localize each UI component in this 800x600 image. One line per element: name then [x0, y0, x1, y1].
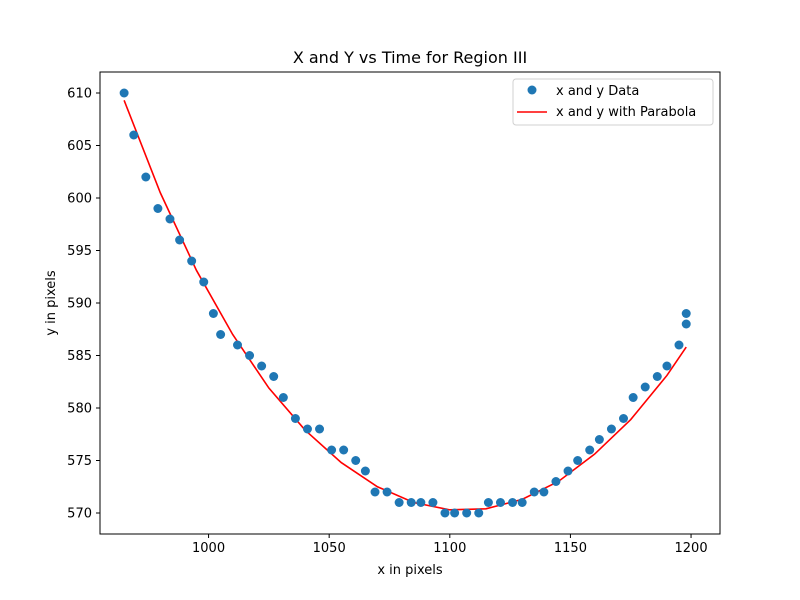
- x-axis-label: x in pixels: [377, 563, 443, 578]
- x-tick-label: 1100: [433, 541, 466, 556]
- data-point: [551, 477, 561, 486]
- data-point: [278, 393, 288, 402]
- data-point: [640, 382, 650, 392]
- y-tick-label: 585: [67, 349, 92, 364]
- data-point: [539, 487, 549, 497]
- data-point: [529, 487, 539, 497]
- data-point: [606, 424, 616, 434]
- y-tick-label: 595: [67, 244, 92, 259]
- data-point: [416, 498, 426, 507]
- data-point: [290, 414, 300, 423]
- data-point: [652, 372, 662, 381]
- y-tick-label: 600: [67, 192, 92, 207]
- y-axis-label: y in pixels: [44, 270, 59, 336]
- legend-box: [512, 78, 714, 126]
- y-tick-label: 610: [67, 87, 92, 102]
- data-point: [339, 445, 349, 455]
- y-tick-label: 590: [67, 297, 92, 312]
- data-point: [474, 508, 484, 518]
- y-tick-label: 570: [67, 507, 92, 522]
- data-point: [662, 361, 672, 371]
- chart-title: X and Y vs Time for Region III: [293, 48, 527, 67]
- data-point: [517, 498, 527, 507]
- data-point: [257, 361, 267, 371]
- data-point: [245, 351, 255, 360]
- data-point: [428, 498, 438, 507]
- axes: 1000 1050 1100 1150 1200 570 575 580 585 590 595 60…: [67, 71, 721, 556]
- legend-marker-scatter: [527, 85, 537, 95]
- data-point: [628, 393, 638, 402]
- y-tick-label: 575: [67, 454, 92, 469]
- data-point: [315, 424, 325, 434]
- data-point: [233, 340, 243, 350]
- data-point: [370, 487, 380, 497]
- data-point: [508, 498, 518, 507]
- x-tick-label: 1200: [675, 541, 708, 556]
- data-point: [450, 508, 460, 518]
- legend-label-scatter: x and y Data: [556, 84, 639, 99]
- data-point: [208, 309, 218, 318]
- data-point: [585, 445, 595, 455]
- data-point: [165, 214, 175, 224]
- x-tick-label: 1000: [192, 541, 225, 556]
- data-point: [563, 466, 573, 476]
- data-point: [674, 340, 684, 350]
- data-point: [153, 204, 163, 213]
- data-point: [440, 508, 450, 518]
- data-point: [187, 256, 197, 266]
- data-point: [141, 172, 151, 182]
- data-point: [327, 445, 337, 455]
- data-point: [216, 330, 226, 339]
- legend-label-fit: x and y with Parabola: [556, 105, 696, 120]
- data-point: [119, 88, 129, 98]
- data-point: [406, 498, 416, 507]
- plot-area: [119, 88, 691, 518]
- data-point: [573, 456, 583, 465]
- data-point: [360, 466, 370, 476]
- data-point: [382, 487, 392, 497]
- x-tick-label: 1150: [554, 541, 587, 556]
- data-point: [175, 235, 185, 245]
- legend: x and y Data x and y with Parabola: [512, 78, 714, 126]
- data-point: [351, 456, 361, 465]
- data-point: [269, 372, 279, 381]
- data-point: [199, 277, 209, 287]
- data-point: [129, 130, 139, 140]
- x-tick-label: 1050: [313, 541, 346, 556]
- data-point: [681, 309, 691, 318]
- data-point: [594, 435, 604, 444]
- data-point: [619, 414, 628, 423]
- data-point: [495, 498, 505, 507]
- y-tick-label: 580: [67, 402, 92, 417]
- data-point: [462, 508, 472, 518]
- data-point: [681, 319, 691, 329]
- data-point: [394, 498, 404, 507]
- y-tick-label: 605: [67, 139, 92, 154]
- data-point: [302, 424, 312, 434]
- data-point: [483, 498, 493, 507]
